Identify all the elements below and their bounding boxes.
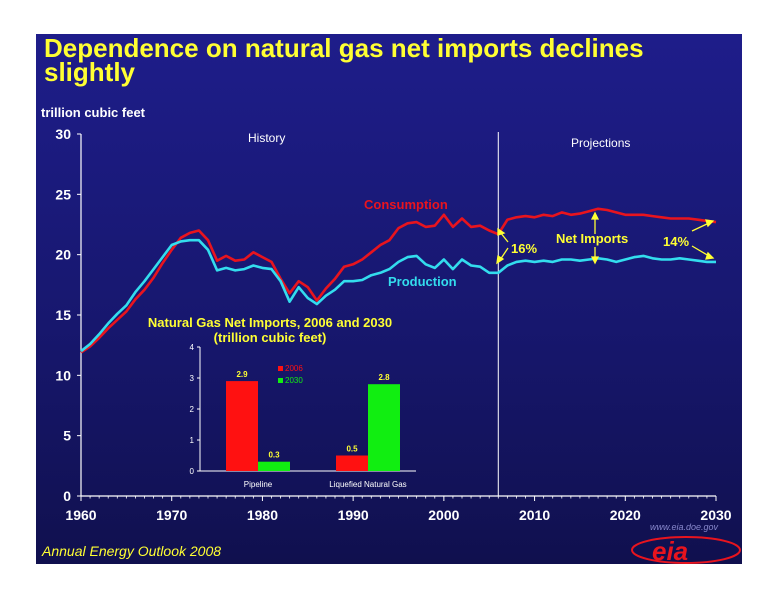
inset-y-tick-label: 4 [190, 343, 195, 352]
y-axis-label: trillion cubic feet [41, 105, 146, 120]
inset-y-tick-label: 1 [190, 436, 195, 445]
inset-bars: 2.9 0.3 Pipeline 0.5 2.8 Liquefied Natural Ga… [226, 370, 407, 489]
x-tick-label: 2010 [519, 507, 550, 523]
eia-logo: www.eia.doe.gov eia [631, 522, 741, 564]
arrow-2030-up [691, 222, 710, 232]
arrow-2030-down-head [705, 251, 715, 260]
y-tick-label: 25 [55, 186, 71, 202]
inset-y-ticks: 0 1 2 3 4 [190, 343, 200, 476]
inset-bar-value-label: 0.5 [346, 445, 358, 454]
slide: Dependence on natural gas net imports de… [36, 34, 742, 564]
inset-title: Natural Gas Net Imports, 2006 and 2030 [148, 315, 392, 330]
inset-subtitle: (trillion cubic feet) [214, 330, 327, 345]
legend-swatch-2006 [278, 366, 283, 371]
inset-y-tick-label: 2 [190, 405, 195, 414]
footer-source: Annual Energy Outlook 2008 [42, 543, 222, 559]
x-tick-label: 1980 [247, 507, 278, 523]
logo-text: eia [652, 536, 688, 564]
history-label: History [248, 131, 285, 145]
inset-bar-value-label: 2.8 [378, 373, 390, 382]
projections-label: Projections [571, 136, 630, 150]
inset-category-label: Liquefied Natural Gas [329, 480, 406, 489]
pct-2030-label: 14% [663, 234, 689, 249]
arrow-2017-down-head [590, 256, 600, 265]
inset-category-label: Pipeline [244, 480, 273, 489]
pct-2006-label: 16% [511, 241, 537, 256]
y-tick-label: 10 [55, 367, 71, 383]
consumption-series-label: Consumption [364, 197, 448, 212]
inset-y-tick-label: 0 [190, 467, 195, 476]
inset-legend: 2006 2030 [278, 364, 303, 385]
consumption-line [80, 207, 717, 354]
x-tick-label: 1990 [338, 507, 369, 523]
y-tick-label: 0 [63, 488, 71, 504]
inset-y-tick-label: 3 [190, 374, 195, 383]
y-tick-label: 30 [55, 126, 71, 142]
inset-bar-2006 [336, 455, 368, 471]
inset-bar-2030 [258, 461, 290, 471]
inset-bar-2006 [226, 381, 258, 471]
logo-swoosh [631, 536, 741, 564]
inset-bar-2030 [368, 384, 400, 471]
x-tick-label: 2030 [700, 507, 731, 523]
x-tick-label: 1960 [65, 507, 96, 523]
net-imports-label: Net Imports [556, 231, 628, 246]
legend-label-2030: 2030 [285, 376, 303, 385]
legend-label-2006: 2006 [285, 364, 303, 373]
production-line [80, 238, 716, 353]
arrow-2006-down-head [496, 254, 505, 265]
arrow-2030-up-head [705, 219, 715, 228]
inset-bar-value-label: 2.9 [236, 370, 248, 379]
inset-bar-value-label: 0.3 [268, 451, 280, 460]
x-tick-label: 1970 [156, 507, 187, 523]
net-imports-arrows [496, 211, 715, 265]
y-tick-label: 20 [55, 247, 71, 263]
arrow-2030-down [691, 245, 710, 257]
slide-title: Dependence on natural gas net imports de… [44, 34, 644, 87]
legend-swatch-2030 [278, 378, 283, 383]
y-tick-label: 5 [63, 428, 71, 444]
x-tick-label: 2000 [428, 507, 459, 523]
y-ticks: 0 5 10 15 20 25 30 [55, 126, 81, 504]
logo-url: www.eia.doe.gov [650, 522, 719, 532]
production-series-label: Production [388, 274, 457, 289]
y-tick-label: 15 [55, 307, 71, 323]
x-tick-label: 2020 [610, 507, 641, 523]
arrow-2017-up-head [590, 211, 600, 220]
arrow-2006-up-head [497, 227, 506, 236]
x-ticks: 1960 1970 1980 1990 2000 2010 2020 2030 [65, 496, 732, 523]
